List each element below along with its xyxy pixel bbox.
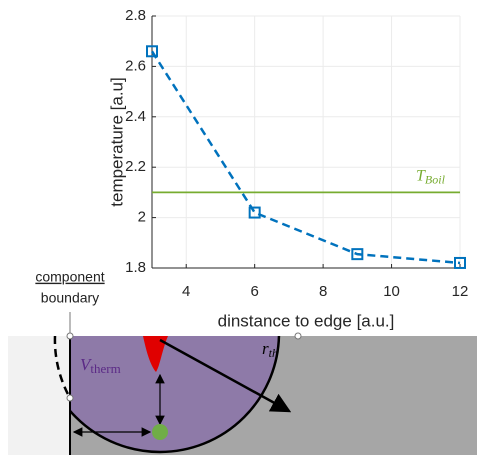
boundary-label: boundary bbox=[41, 290, 99, 306]
data-line bbox=[152, 51, 460, 263]
center-dot bbox=[152, 424, 168, 440]
diagram: component boundary Vtherm rth bbox=[8, 214, 477, 455]
x-axis-label: dinstance to edge [a.u.] bbox=[218, 311, 395, 330]
x-tick-label: 8 bbox=[319, 283, 327, 300]
y-axis-label: temperature [a.u] bbox=[107, 77, 126, 206]
boundary-label: component bbox=[35, 269, 104, 285]
y-tick-label: 2.6 bbox=[125, 57, 146, 74]
handle bbox=[67, 333, 73, 339]
figure: component boundary Vtherm rth 1.8 2 2.2 2.4… bbox=[0, 0, 477, 455]
y-tick-label: 2.8 bbox=[125, 7, 146, 24]
x-tick-label: 10 bbox=[383, 283, 400, 300]
y-tick-label: 2 bbox=[138, 209, 146, 226]
x-tick-label: 6 bbox=[250, 283, 258, 300]
outside-region bbox=[8, 336, 70, 455]
radius-subscript: th bbox=[269, 346, 278, 360]
threshold-subscript: Boil bbox=[425, 172, 446, 186]
y-tick-label: 2.4 bbox=[125, 108, 146, 125]
handle bbox=[67, 395, 73, 401]
volume-subscript: therm bbox=[90, 361, 120, 376]
handle bbox=[295, 333, 301, 339]
threshold-label: TBoil bbox=[416, 167, 446, 186]
x-tick-label: 12 bbox=[452, 283, 469, 300]
y-tick-label: 2.2 bbox=[125, 158, 146, 175]
x-tick-label: 4 bbox=[182, 283, 190, 300]
chart: 1.8 2 2.2 2.4 2.6 2.8 4 6 8 10 12 dinstance to edge… bbox=[107, 7, 468, 331]
y-tick-label: 1.8 bbox=[125, 259, 146, 276]
